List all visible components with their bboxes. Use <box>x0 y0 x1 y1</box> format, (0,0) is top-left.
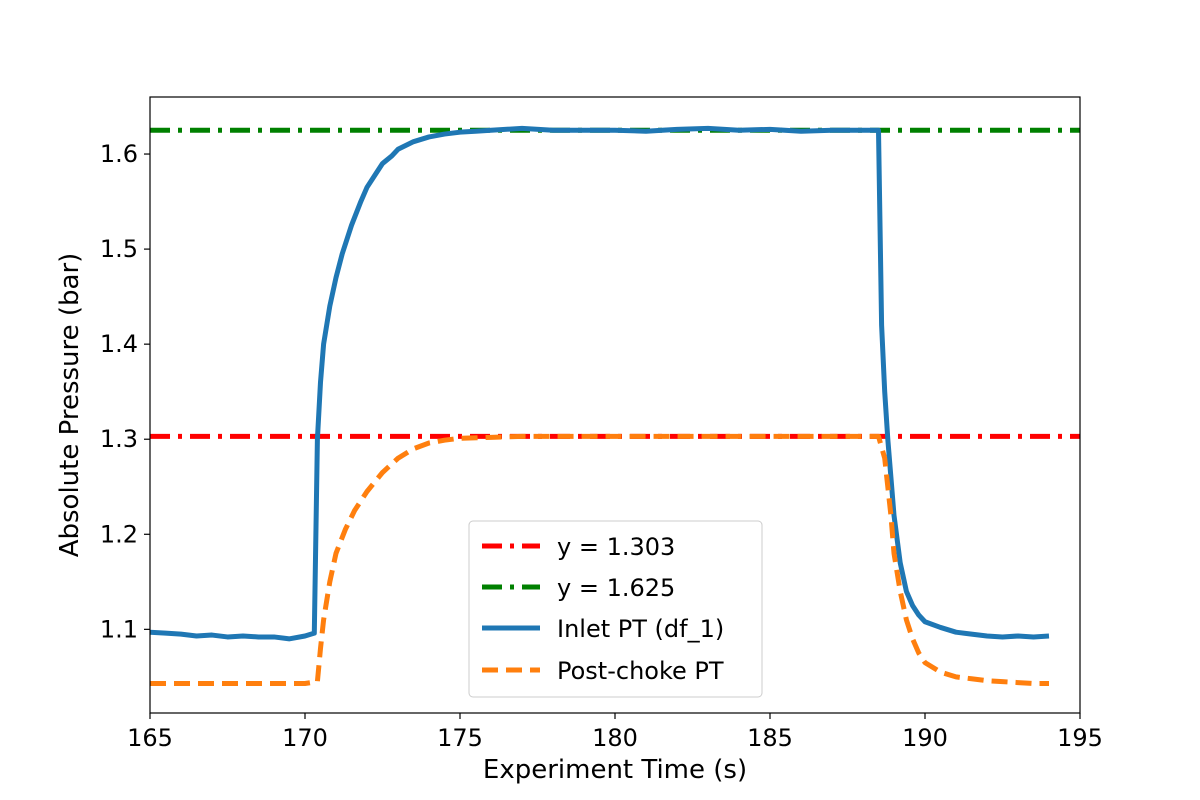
legend-entry: Inlet PT (df_1) <box>482 615 724 643</box>
x-axis: 165 170 175 180 185 190 195 <box>127 713 1103 752</box>
legend-box <box>468 520 763 698</box>
x-tick-label: 165 <box>127 724 173 752</box>
series-line <box>150 125 1050 642</box>
legend-label: Post-choke PT <box>557 657 724 685</box>
legend-entry: y = 1.303 <box>482 533 675 561</box>
y-axis: 1.1 1.2 1.3 1.4 1.5 1.6 <box>100 140 150 643</box>
y-axis-label: Absolute Pressure (bar) <box>55 253 85 558</box>
legend-label: Inlet PT (df_1) <box>557 615 724 643</box>
series-layer <box>150 125 1080 687</box>
y-tick-label: 1.2 <box>100 520 138 548</box>
y-tick-label: 1.4 <box>100 330 138 358</box>
legend-entry: Post-choke PT <box>482 657 724 685</box>
series-line <box>150 433 1049 687</box>
legend-label: y = 1.625 <box>557 574 675 602</box>
y-tick-label: 1.6 <box>100 140 138 168</box>
y-tick-label: 1.5 <box>100 235 138 263</box>
y-tick-label: 1.3 <box>100 425 138 453</box>
y-tick-label: 1.1 <box>100 615 138 643</box>
x-tick-label: 170 <box>282 724 328 752</box>
x-tick-label: 190 <box>902 724 948 752</box>
x-tick-label: 175 <box>437 724 483 752</box>
legend-label: y = 1.303 <box>557 533 675 561</box>
x-tick-label: 195 <box>1057 724 1103 752</box>
x-axis-label: Experiment Time (s) <box>483 755 747 785</box>
x-tick-label: 185 <box>747 724 793 752</box>
x-tick-label: 180 <box>592 724 638 752</box>
legend: y = 1.303 y = 1.625 Inlet PT (df_1) Post… <box>468 520 763 698</box>
legend-entry: y = 1.625 <box>482 574 675 602</box>
